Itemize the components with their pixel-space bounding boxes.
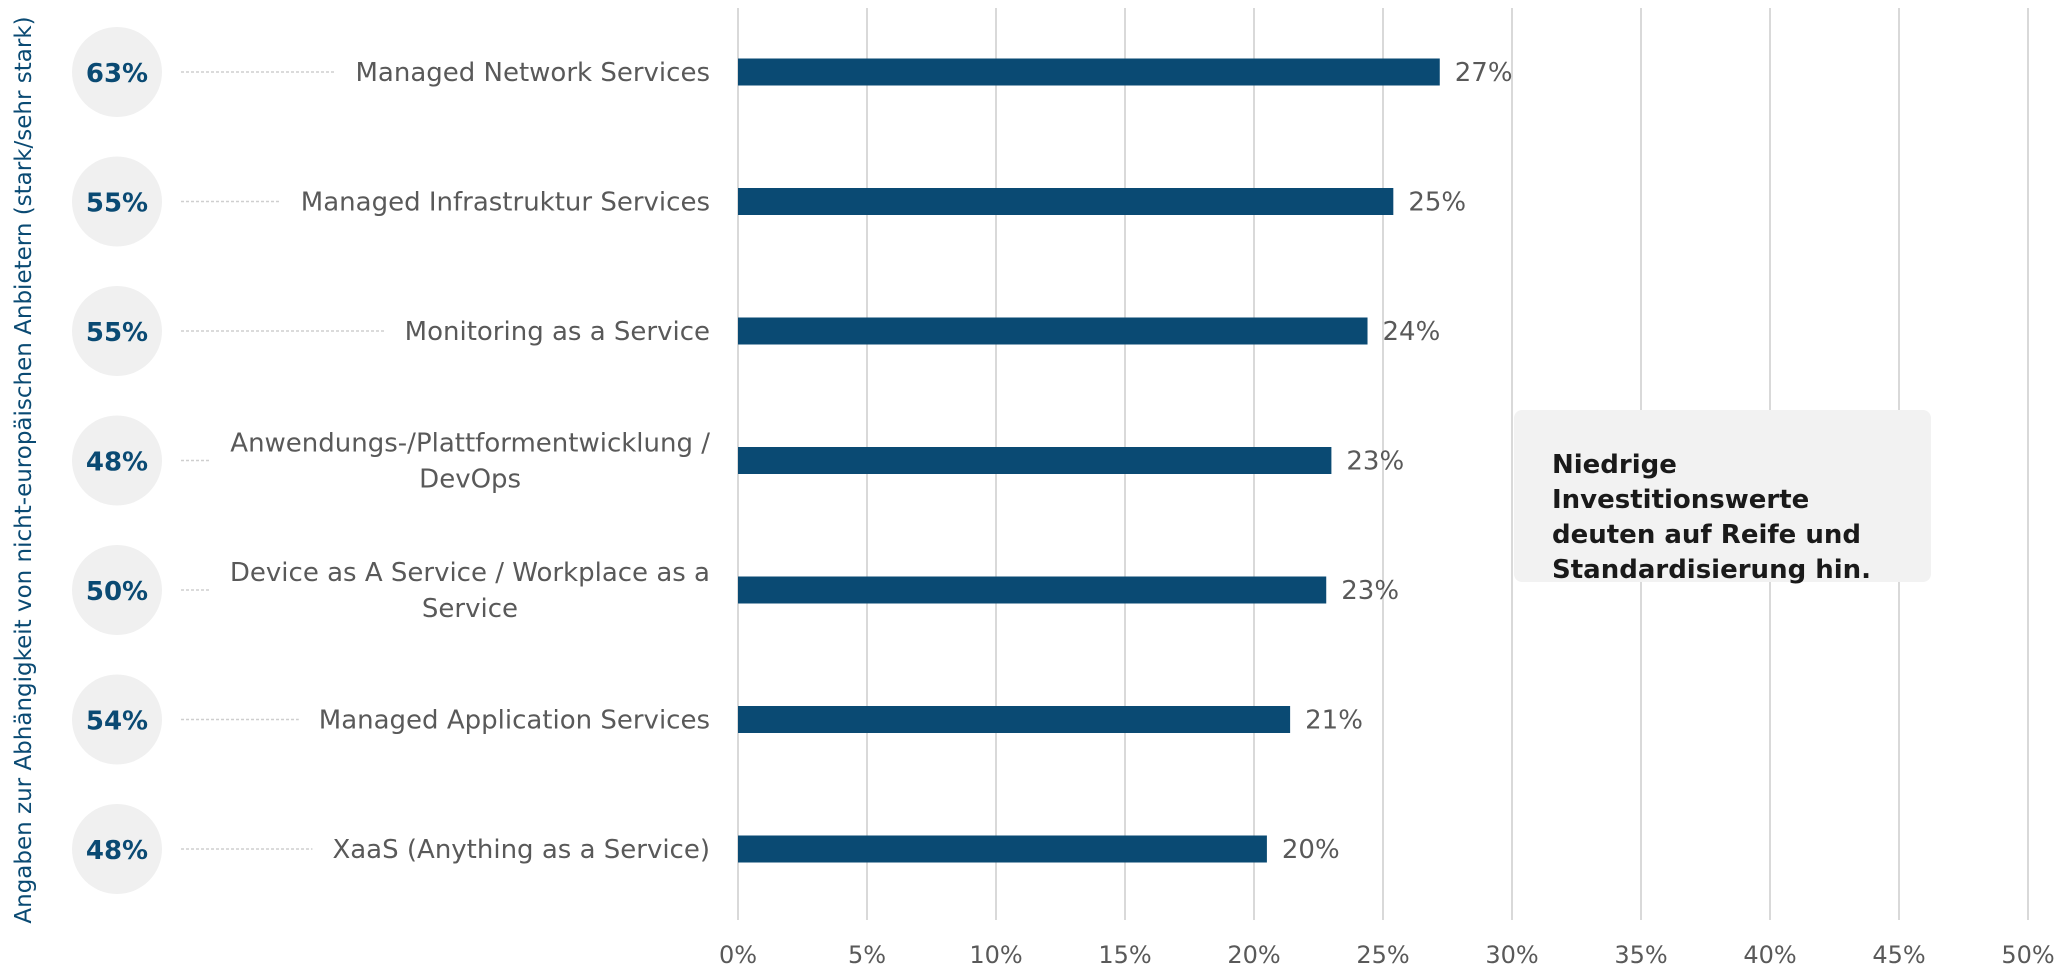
value-label: 20% [1282, 835, 1340, 865]
category-label: DevOps [419, 465, 521, 495]
value-label: 23% [1346, 447, 1404, 477]
x-tick-label: 45% [1872, 941, 1925, 969]
x-tick-label: 30% [1485, 941, 1538, 969]
callout-box: Niedrige Investitionswerte deuten auf Re… [1514, 410, 1931, 585]
x-tick-label: 20% [1227, 941, 1280, 969]
leader-lines [181, 71, 385, 850]
dependency-label: 48% [86, 448, 148, 478]
x-tick-label: 35% [1614, 941, 1667, 969]
dependency-label: 63% [86, 59, 148, 89]
bars [738, 58, 1440, 863]
bar [738, 317, 1368, 345]
x-tick-label: 10% [969, 941, 1022, 969]
dependency-badge [72, 156, 162, 247]
dependency-badges: 63% 55% 55% 48% 50% 54% 48% [72, 27, 162, 894]
dependency-badge [72, 286, 162, 376]
x-tick-label: 40% [1743, 941, 1796, 969]
category-label: Service [422, 594, 518, 624]
value-label: 21% [1305, 706, 1363, 736]
x-tick-label: 15% [1098, 941, 1151, 969]
category-labels: Managed Network Services Managed Infrastr… [230, 58, 710, 865]
dependency-badge [72, 27, 162, 117]
x-tick-label: 0% [719, 941, 757, 969]
category-label: Managed Network Services [355, 58, 710, 88]
x-tick-label: 25% [1356, 941, 1409, 969]
dependency-label: 55% [86, 189, 148, 219]
dependency-label: 50% [86, 577, 148, 607]
dependency-label: 55% [86, 318, 148, 348]
callout-text: Niedrige Investitionswerte deuten auf Re… [1552, 450, 1872, 585]
bar [738, 706, 1291, 733]
dependency-label: 48% [86, 836, 148, 866]
value-label: 25% [1408, 188, 1466, 218]
category-label: Anwendungs-/Plattformentwicklung / [230, 429, 710, 459]
bar [738, 58, 1440, 86]
value-labels: 27% 25% 24% 23% 23% 21% 20% [1282, 58, 1513, 865]
dependency-badge [72, 804, 162, 894]
x-axis-tick-labels: 0% 5% 10% 15% 20% 25% 30% 35% 40% 45% 50% [719, 941, 2055, 969]
x-tick-label: 50% [2001, 941, 2054, 969]
value-label: 27% [1455, 58, 1513, 88]
bar [738, 188, 1394, 215]
category-label: Monitoring as a Service [405, 317, 710, 347]
bar [738, 835, 1267, 863]
value-label: 23% [1341, 576, 1399, 606]
category-label: Managed Infrastruktur Services [301, 188, 710, 218]
bar [738, 576, 1327, 604]
dependency-badge [72, 545, 162, 635]
dependency-label: 54% [86, 707, 148, 737]
dependency-badge [72, 415, 162, 506]
x-tick-label: 5% [848, 941, 886, 969]
dependency-axis-title: Angaben zur Abhängigkeit von nicht-europ… [11, 16, 37, 923]
category-label: Managed Application Services [319, 706, 710, 736]
category-label: Device as A Service / Workplace as a [230, 558, 710, 588]
dependency-badge [72, 674, 162, 765]
value-label: 24% [1383, 317, 1441, 347]
bar [738, 447, 1332, 474]
category-label: XaaS (Anything as a Service) [332, 835, 710, 865]
